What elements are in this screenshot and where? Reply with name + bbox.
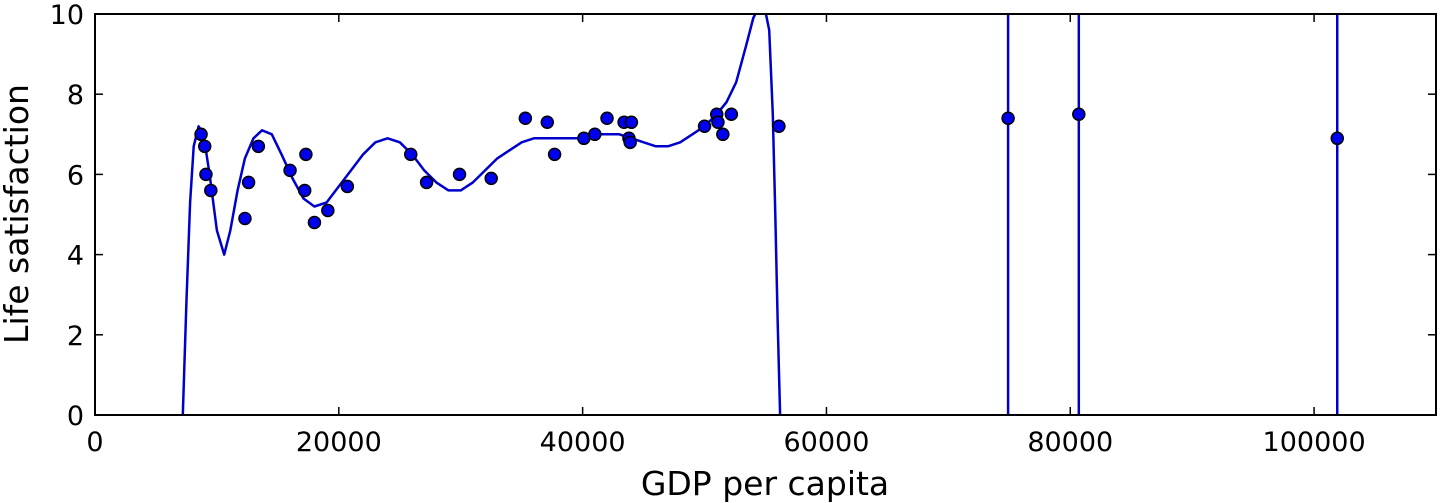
data-point-7 <box>283 163 297 178</box>
data-point-16 <box>484 171 498 186</box>
data-point-20 <box>577 131 591 146</box>
data-point-32 <box>772 119 786 134</box>
data-point-4 <box>238 211 252 226</box>
x-tick-label-5: 100000 <box>1263 427 1366 458</box>
data-point-6 <box>251 139 266 154</box>
x-tick-label-1: 20000 <box>296 427 382 458</box>
plot-lines <box>181 14 1339 415</box>
data-point-31 <box>724 107 739 121</box>
y-tick-label-0: 0 <box>67 401 84 432</box>
y-tick-label-1: 2 <box>67 321 84 352</box>
data-point-1 <box>197 139 212 154</box>
y-tick-label-5: 10 <box>50 0 84 31</box>
y-axis-label: Life satisfaction <box>0 84 36 344</box>
data-point-21 <box>588 127 602 142</box>
data-point-35 <box>1330 131 1345 146</box>
data-point-14 <box>419 175 434 190</box>
data-point-8 <box>297 183 312 198</box>
data-point-9 <box>299 147 313 162</box>
data-point-33 <box>1001 111 1015 126</box>
data-point-10 <box>307 215 322 230</box>
data-point-2 <box>199 167 213 182</box>
y-tick-label-3: 6 <box>67 160 84 191</box>
x-tick-label-4: 80000 <box>1027 427 1113 458</box>
axis-ticks <box>94 13 1436 416</box>
data-point-13 <box>403 147 418 162</box>
x-tick-label-3: 60000 <box>784 427 870 458</box>
x-tick-label-2: 40000 <box>540 427 626 458</box>
data-point-29 <box>711 115 725 130</box>
x-axis-label: GDP per capita <box>641 464 889 503</box>
data-point-22 <box>600 111 614 126</box>
data-point-18 <box>540 115 555 130</box>
data-point-27 <box>697 119 712 134</box>
y-tick-label-4: 8 <box>67 80 84 111</box>
data-point-0 <box>194 127 208 142</box>
data-point-19 <box>547 147 562 162</box>
data-points <box>194 107 1345 230</box>
plot-background <box>95 14 1436 415</box>
x-tick-label-0: 0 <box>86 427 103 458</box>
data-point-34 <box>1072 107 1086 121</box>
tick-labels: 0 20000 40000 60000 80000 100000 0 2 4 6 8 10 <box>50 0 1366 458</box>
data-point-30 <box>716 127 730 142</box>
data-point-11 <box>321 203 335 218</box>
fit-curve <box>181 14 782 415</box>
y-tick-label-2: 4 <box>67 241 84 272</box>
data-point-12 <box>340 179 355 194</box>
data-point-3 <box>204 183 218 198</box>
data-point-26 <box>624 115 639 130</box>
data-point-5 <box>241 175 256 190</box>
data-point-25 <box>623 135 637 150</box>
plot-frame <box>94 13 1437 416</box>
data-point-17 <box>518 111 533 126</box>
data-point-15 <box>452 167 467 182</box>
